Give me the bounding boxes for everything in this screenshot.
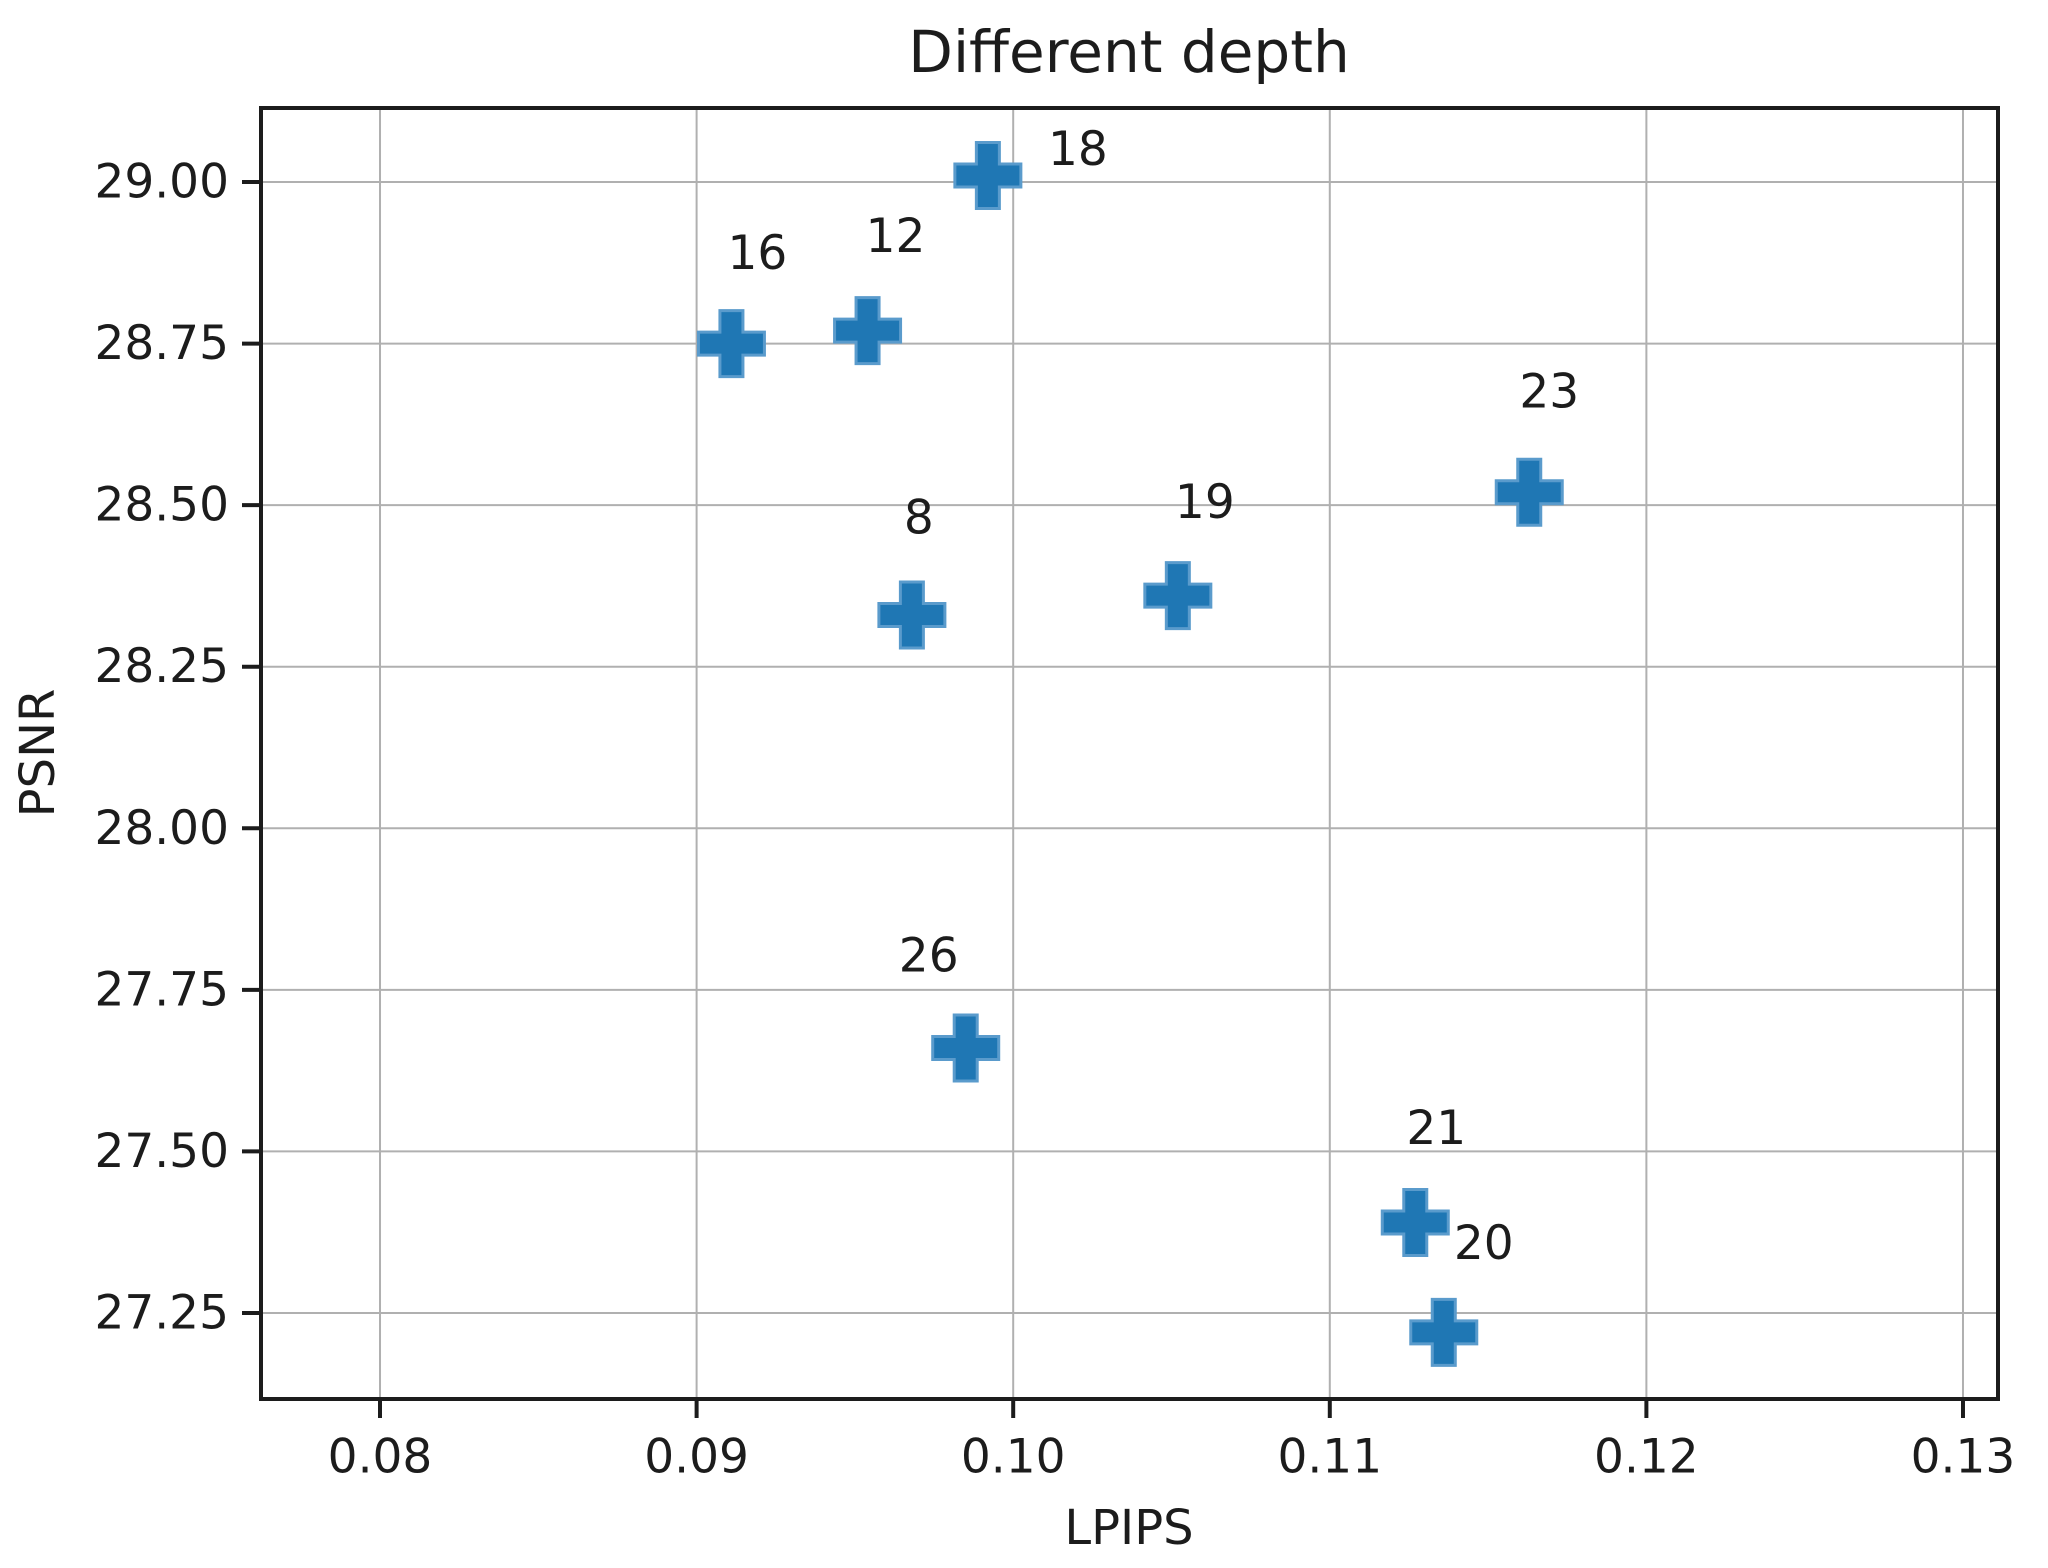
y-tick-labels: 29.00 28.75 28.50 28.25 28.00 27.75 27.50 27.25 (94, 154, 229, 1340)
plot-area-border (259, 106, 2000, 1401)
data-point-21 (1380, 1188, 1450, 1257)
point-labels: 18 16 12 23 8 19 26 21 20 (728, 122, 1580, 1271)
data-point-26 (931, 1013, 1001, 1083)
point-label-21: 21 (1406, 1101, 1466, 1156)
y-axis-label: PSNR (10, 689, 66, 818)
x-tick-label-0.08: 0.08 (328, 1430, 433, 1485)
data-point-19 (1143, 561, 1213, 631)
y-tick-label-28.75: 28.75 (94, 316, 229, 371)
point-label-16: 16 (728, 226, 788, 281)
y-tick-label-29.00: 29.00 (94, 154, 229, 209)
y-tick-label-27.75: 27.75 (94, 962, 229, 1017)
data-points (696, 141, 1564, 1367)
point-label-26: 26 (899, 929, 959, 984)
x-tick-label-0.09: 0.09 (644, 1430, 749, 1485)
y-tick-label-27.50: 27.50 (94, 1124, 229, 1179)
y-tick-label-27.25: 27.25 (94, 1285, 229, 1340)
chart-title: Different depth (908, 18, 1349, 86)
x-tick-label-0.12: 0.12 (1594, 1430, 1699, 1485)
data-point-18 (953, 141, 1023, 211)
data-point-23 (1494, 457, 1564, 527)
axis-ticks (242, 179, 1965, 1418)
point-label-8: 8 (904, 491, 934, 546)
gridlines (261, 108, 1998, 1399)
point-label-12: 12 (866, 209, 926, 264)
data-point-12 (833, 296, 903, 366)
x-tick-label-0.10: 0.10 (961, 1430, 1066, 1485)
y-tick-label-28.50: 28.50 (94, 478, 229, 533)
x-tick-labels: 0.08 0.09 0.10 0.11 0.12 0.13 (328, 1430, 2016, 1485)
point-label-23: 23 (1519, 365, 1579, 420)
x-axis-label: LPIPS (1064, 1500, 1193, 1556)
point-label-18: 18 (1048, 122, 1108, 177)
x-tick-label-0.13: 0.13 (1911, 1430, 2016, 1485)
point-label-19: 19 (1175, 475, 1235, 530)
x-tick-label-0.11: 0.11 (1277, 1430, 1382, 1485)
data-point-16 (696, 309, 766, 379)
y-tick-label-28.25: 28.25 (94, 639, 229, 694)
data-point-8 (877, 580, 947, 650)
y-tick-label-28.00: 28.00 (94, 801, 229, 856)
point-label-20: 20 (1454, 1216, 1514, 1271)
data-point-20 (1409, 1297, 1479, 1367)
